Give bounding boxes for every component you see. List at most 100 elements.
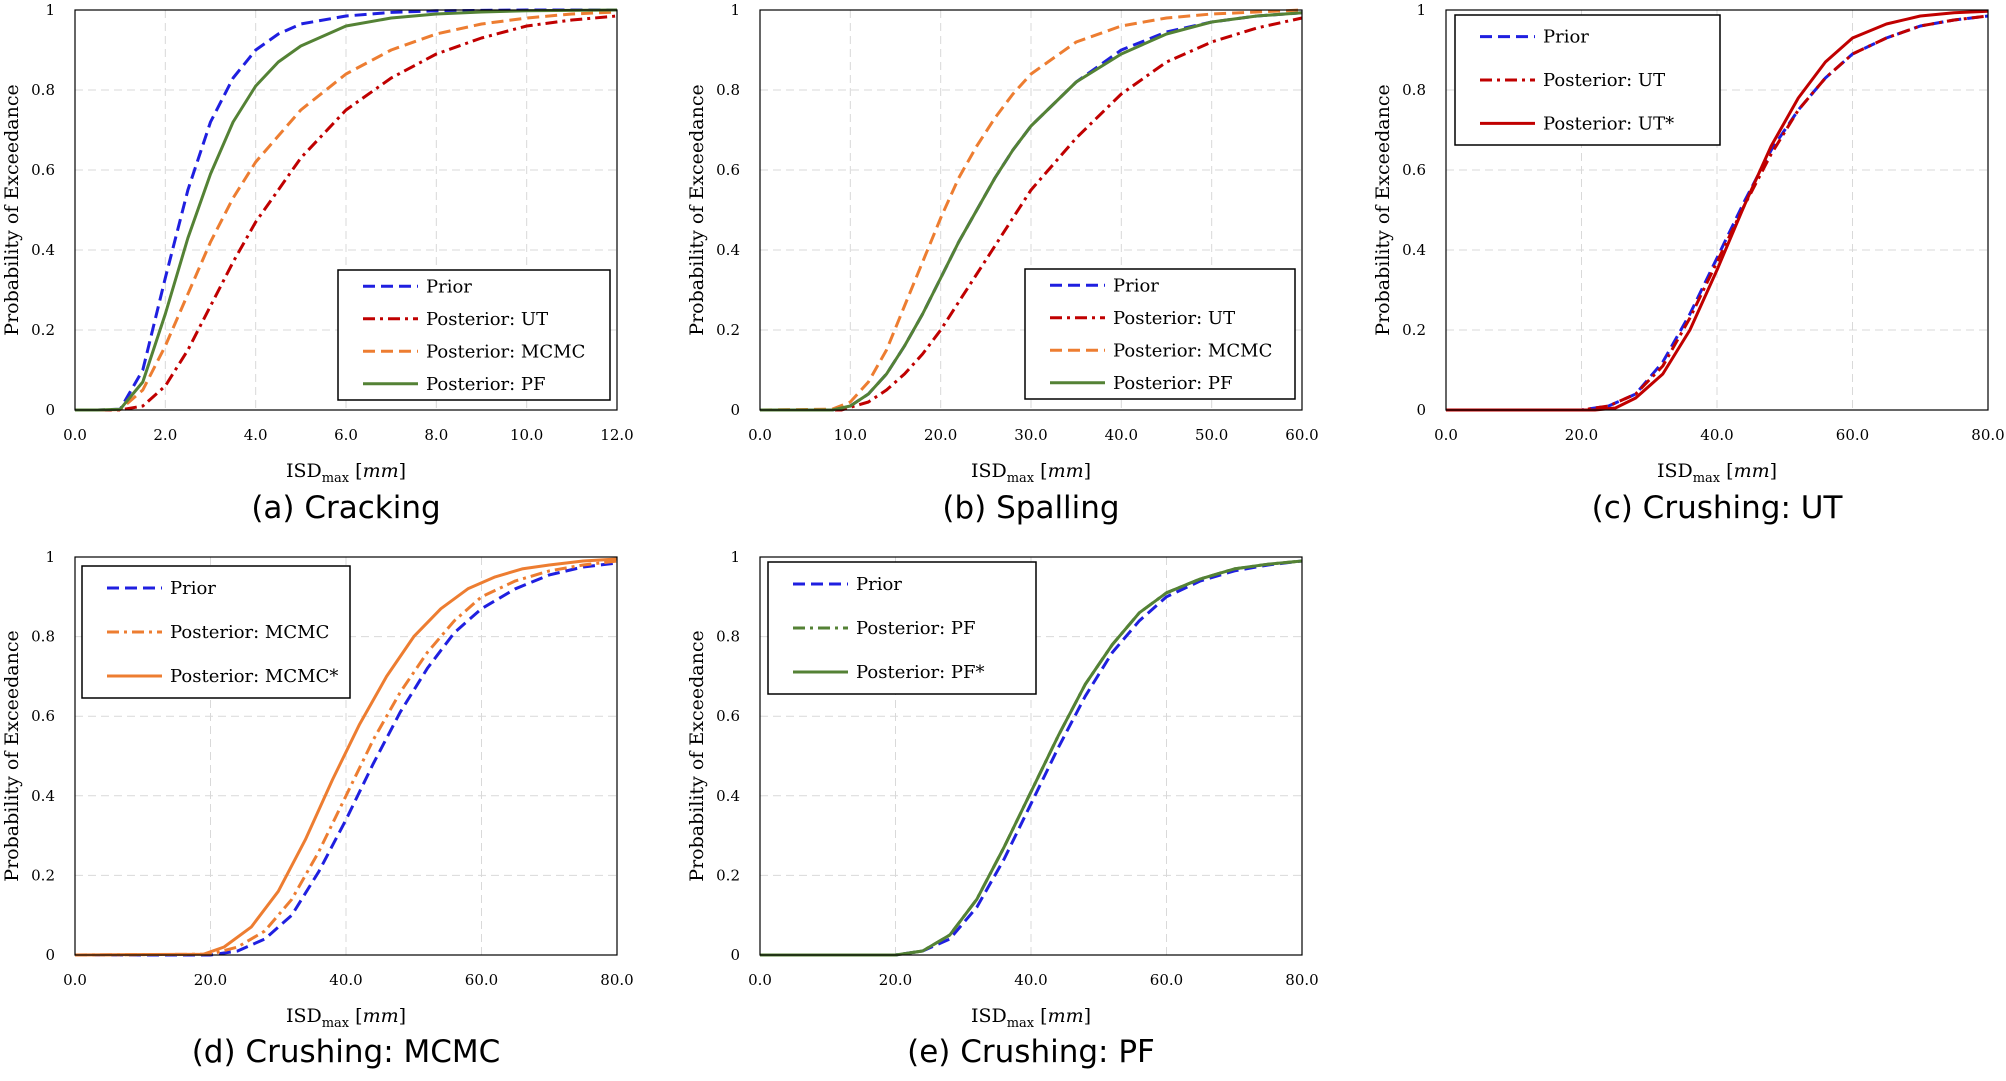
y-tick-label: 1: [730, 1, 740, 19]
y-tick-label: 0.8: [716, 81, 740, 99]
series-line-3: [760, 559, 1303, 957]
y-tick-label: 0.8: [1402, 81, 1426, 99]
chart-panel-4: 0.0 20.0 40.0 60.0 80.0 0 0.2 0.4 0.6 0.8 1 Prior Po…: [1, 548, 634, 1070]
x-tick-label: 0.0: [748, 426, 772, 444]
x-axis-title-sub: max: [1007, 471, 1035, 486]
y-tick-label: 0.6: [1402, 161, 1426, 179]
series-line-3: [759, 8, 1303, 412]
legend-entry-label: Posterior: UT: [1543, 70, 1665, 91]
legend: Prior Posterior: MCMC Posterior: MCMC*: [81, 565, 351, 699]
chart-panel-1: 0.0 2.0 4.0 6.0 8.0 10.0 12.0 0 0.2 0.4 0.6 0.8 1 Pri…: [1, 1, 634, 526]
x-axis-title: ISDmax [mm]: [971, 460, 1091, 486]
series-line-3: [74, 557, 618, 957]
legend-entry-label: Posterior: PF: [856, 618, 976, 639]
y-tick-label: 0.4: [31, 787, 55, 805]
x-axis-title-sub: max: [1007, 1016, 1035, 1031]
legend-entry-label: Posterior: PF: [426, 374, 546, 395]
x-axis-title-main: ISD: [286, 460, 322, 482]
y-tick-label: 0.4: [716, 241, 740, 259]
x-axis-title-bracket-open: [: [1034, 1005, 1047, 1027]
plot-frame: [759, 9, 1303, 411]
y-tick-label: 0.6: [716, 707, 740, 725]
x-tick-label: 80.0: [1971, 426, 2004, 444]
series-line-1: [760, 559, 1303, 957]
legend-entry-label: Posterior: PF*: [856, 662, 985, 683]
panel-caption: (d) Crushing: MCMC: [192, 1034, 501, 1070]
x-tick-label: 80.0: [1285, 971, 1318, 989]
legend: Prior Posterior: UT Posterior: UT*: [1454, 14, 1721, 146]
x-tick-label: 0.0: [748, 971, 772, 989]
x-axis-title: ISDmax [mm]: [286, 1005, 406, 1031]
y-tick-label: 1: [1416, 1, 1426, 19]
x-axis-title-bracket-open: [: [349, 460, 362, 482]
y-tick-label: 0: [1416, 401, 1426, 419]
legend-entry-label: Posterior: PF: [1113, 373, 1233, 394]
y-tick-label: 0: [730, 946, 740, 964]
y-tick-label: 0.8: [31, 628, 55, 646]
legend-entry-label: Prior: [426, 276, 472, 297]
x-axis-title-unit: mm: [1048, 1005, 1084, 1027]
x-axis-title-sub: max: [322, 471, 350, 486]
x-tick-label: 10.0: [834, 426, 867, 444]
y-tick-label: 0.6: [31, 161, 55, 179]
legend: Prior Posterior: UT Posterior: MCMC Posteri…: [1024, 268, 1296, 400]
x-tick-label: 20.0: [1565, 426, 1598, 444]
series-line-2: [760, 16, 1303, 412]
y-tick-label: 0.6: [31, 707, 55, 725]
x-axis-title-sub: max: [322, 1016, 350, 1031]
chart-panel-3: 0.0 20.0 40.0 60.0 80.0 0 0.2 0.4 0.6 0.8 1 Prior Po…: [1372, 1, 2005, 526]
y-tick-label: 0: [45, 401, 55, 419]
x-tick-label: 40.0: [1014, 971, 1047, 989]
x-tick-label: 60.0: [465, 971, 498, 989]
x-axis-title-main: ISD: [971, 460, 1007, 482]
x-tick-label: 30.0: [1014, 426, 1047, 444]
x-tick-label: 60.0: [1836, 426, 1869, 444]
x-axis-title-bracket-close: ]: [1084, 1005, 1091, 1027]
x-tick-label: 60.0: [1285, 426, 1318, 444]
legend-entry-label: Posterior: MCMC: [426, 341, 585, 362]
x-axis-title: ISDmax [mm]: [286, 460, 406, 486]
legend-entry-label: Prior: [1113, 275, 1159, 296]
y-tick-label: 0.2: [31, 321, 55, 339]
x-tick-label: 80.0: [600, 971, 633, 989]
plot-frame: [74, 9, 618, 411]
y-tick-label: 0.8: [716, 628, 740, 646]
y-tick-label: 1: [730, 548, 740, 566]
x-tick-label: 0.0: [63, 971, 87, 989]
legend-entry-label: Posterior: MCMC*: [170, 666, 338, 687]
legend-entry-label: Prior: [170, 578, 216, 599]
y-tick-label: 0.8: [31, 81, 55, 99]
panel-caption: (e) Crushing: PF: [907, 1034, 1155, 1070]
legend-box: [337, 269, 611, 401]
y-tick-label: 0: [730, 401, 740, 419]
x-axis-title-bracket-open: [: [1034, 460, 1047, 482]
legend-entry-label: Posterior: UT: [426, 309, 548, 330]
x-axis-title-bracket-close: ]: [1084, 460, 1091, 482]
legend-entry-label: Posterior: UT: [1113, 308, 1235, 329]
x-axis-title-bracket-close: ]: [1770, 460, 1777, 482]
x-axis-title: ISDmax [mm]: [971, 1005, 1091, 1031]
chart-panel-2: 0.0 10.0 20.0 30.0 40.0 50.0 60.0 0 0.2 0.4 0.6 0.8…: [686, 1, 1319, 526]
series-line-1: [75, 8, 617, 412]
x-tick-label: 20.0: [879, 971, 912, 989]
x-tick-label: 20.0: [924, 426, 957, 444]
x-axis-title-unit: mm: [363, 460, 399, 482]
y-axis-title: Probability of Exceedance: [686, 630, 708, 881]
x-axis-title-bracket-close: ]: [399, 1005, 406, 1027]
series-line-1: [75, 561, 618, 957]
x-tick-label: 50.0: [1195, 426, 1228, 444]
legend-entry-label: Prior: [856, 574, 902, 595]
panel-caption: (c) Crushing: UT: [1592, 490, 1844, 526]
legend-entry-label: Posterior: MCMC: [1113, 340, 1272, 361]
series-line-2: [74, 559, 618, 957]
series-line-3: [1446, 9, 1989, 412]
legend-entry-label: Posterior: UT*: [1543, 113, 1674, 134]
x-axis-title-sub: max: [1693, 471, 1721, 486]
x-tick-label: 40.0: [329, 971, 362, 989]
x-tick-label: 20.0: [194, 971, 227, 989]
legend: Prior Posterior: PF Posterior: PF*: [767, 561, 1037, 695]
plot-frame: [759, 556, 1303, 956]
panel-caption: (a) Cracking: [251, 490, 440, 526]
y-axis-title: Probability of Exceedance: [1, 84, 23, 335]
y-tick-label: 0.6: [716, 161, 740, 179]
